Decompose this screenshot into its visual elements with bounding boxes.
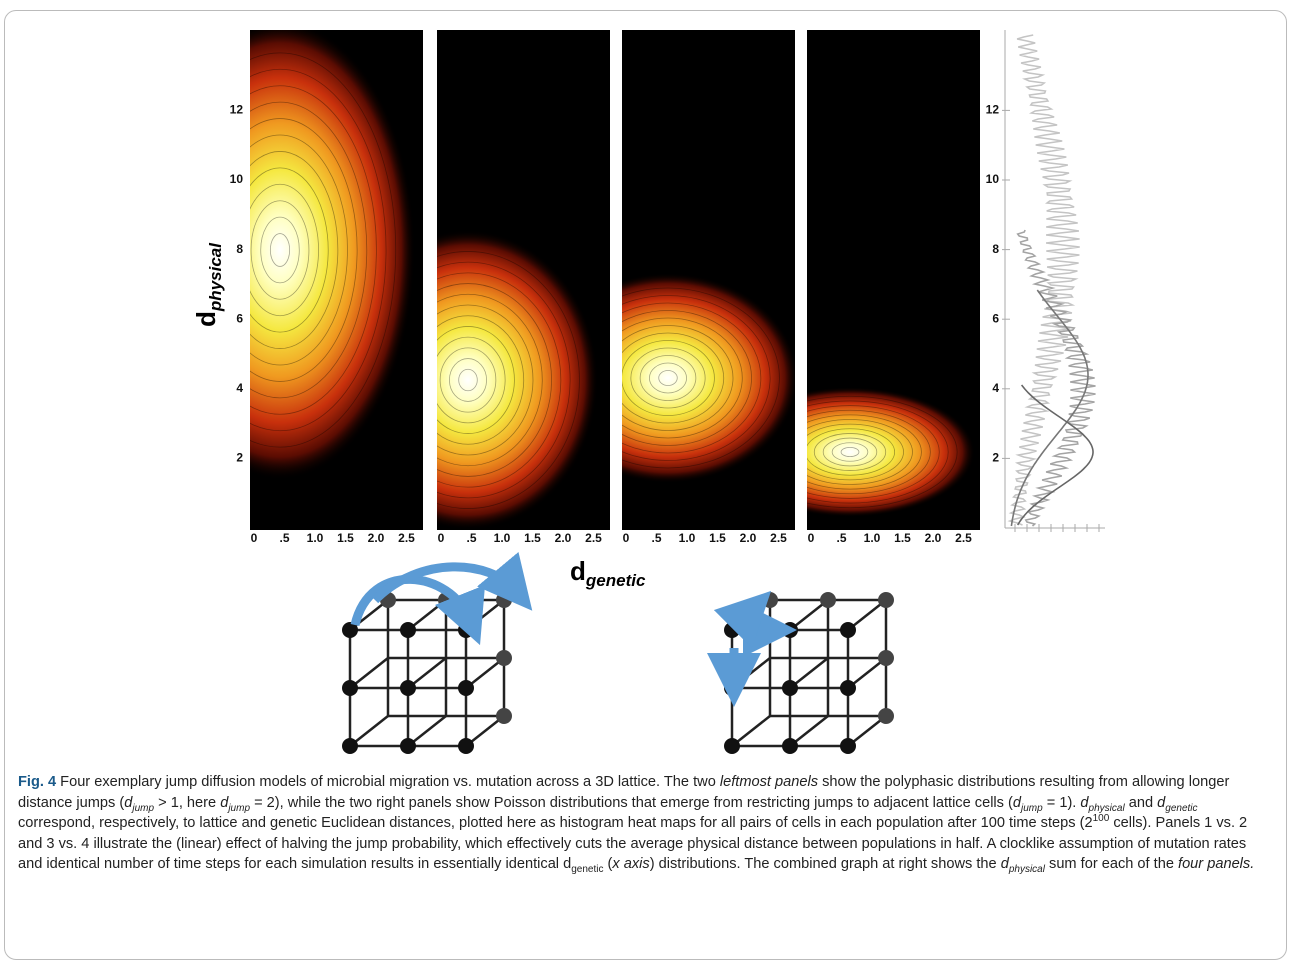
x-tick-label: 2.0: [740, 531, 757, 545]
lattice-node: [878, 592, 894, 608]
y-tick-label: 6: [236, 311, 243, 325]
caption-subscript: physical: [1089, 802, 1125, 813]
x-tick-label: 0: [251, 531, 258, 545]
caption-text: ) distributions. The combined graph at r…: [650, 856, 1001, 872]
x-axis-label: dgenetic: [570, 556, 646, 590]
lattice-node: [782, 738, 798, 754]
lattice-node: [458, 680, 474, 696]
caption-label: Fig. 4: [18, 774, 56, 790]
lattice-node: [496, 592, 512, 608]
heatmap-panel: [145, 20, 423, 530]
x-tick-label: 1.0: [307, 531, 324, 545]
caption-subscript: genetic: [571, 864, 603, 875]
lattice-node: [724, 680, 740, 696]
caption-text: correspond, respectively, to lattice and…: [18, 815, 1093, 831]
x-tick-label: 2.5: [398, 531, 415, 545]
lattice-node: [496, 708, 512, 724]
y-tick-label: 12: [230, 103, 244, 117]
y-tick-label: 10: [230, 172, 244, 186]
right-y-tick-label: 12: [986, 103, 1000, 117]
y-label-base: d: [191, 311, 221, 327]
caption-symbol: d: [1001, 856, 1009, 872]
lattice-node: [820, 592, 836, 608]
caption-text: = 1).: [1043, 795, 1081, 811]
y-label-sub: physical: [206, 242, 225, 312]
caption-text: > 1, here: [154, 795, 220, 811]
heat-blob: [145, 20, 415, 480]
caption-symbol: d: [1080, 795, 1088, 811]
x-tick-label: .5: [836, 531, 846, 545]
y-tick-label: 2: [236, 451, 243, 465]
lattice-node: [400, 680, 416, 696]
caption-text: leftmost panels: [720, 774, 818, 790]
x-tick-label: 2.5: [585, 531, 602, 545]
lattice-node: [840, 622, 856, 638]
right-y-tick-label: 8: [992, 242, 999, 256]
x-tick-label: .5: [651, 531, 661, 545]
x-label-base: d: [570, 556, 586, 586]
x-tick-label: .5: [466, 531, 476, 545]
lattice-node: [342, 738, 358, 754]
caption-symbol: d: [1013, 795, 1021, 811]
lattice-node: [782, 680, 798, 696]
x-tick-label: 0: [808, 531, 815, 545]
x-tick-label: 1.5: [524, 531, 541, 545]
caption: Fig. 4 Four exemplary jump diffusion mod…: [18, 772, 1273, 875]
lattice-node: [878, 708, 894, 724]
caption-superscript: 100: [1093, 813, 1110, 824]
caption-subscript: jump: [132, 802, 154, 813]
caption-text: four panels.: [1178, 856, 1254, 872]
lattice-node: [840, 680, 856, 696]
lattice-node: [724, 622, 740, 638]
x-tick-label: 0: [438, 531, 445, 545]
y-tick-label: 4: [236, 381, 243, 395]
lattice-node: [458, 622, 474, 638]
x-tick-label: 2.0: [555, 531, 572, 545]
x-label-sub: genetic: [585, 571, 646, 590]
x-tick-label: 1.0: [494, 531, 511, 545]
x-tick-label: 1.0: [864, 531, 881, 545]
right-y-tick-label: 6: [992, 311, 999, 325]
right-y-tick-label: 2: [992, 451, 999, 465]
x-tick-label: 2.5: [955, 531, 972, 545]
figure: dphysical dgenetic 0.51.01.52.02.50.51.0…: [0, 0, 1293, 770]
caption-subscript: jump: [228, 802, 250, 813]
caption-subscript: genetic: [1165, 802, 1197, 813]
caption-text: Four exemplary jump diffusion models of …: [56, 774, 720, 790]
x-tick-label: 2.5: [770, 531, 787, 545]
lattice-node: [782, 622, 798, 638]
lattice-node: [342, 680, 358, 696]
lattice-node: [458, 738, 474, 754]
lattice-node: [762, 592, 778, 608]
y-axis-label: dphysical: [191, 242, 225, 327]
caption-text: x axis: [612, 856, 649, 872]
right-y-tick-label: 4: [992, 381, 999, 395]
heat-layer: [145, 20, 415, 480]
step-arrow: [740, 610, 752, 622]
right-y-tick-label: 10: [986, 172, 1000, 186]
caption-subscript: jump: [1021, 802, 1043, 813]
x-tick-label: 1.0: [679, 531, 696, 545]
caption-text: = 2), while the two right panels show Po…: [250, 795, 1013, 811]
lattice-cube: [342, 592, 512, 754]
x-tick-label: 1.5: [337, 531, 354, 545]
x-tick-label: 0: [623, 531, 630, 545]
x-tick-label: 1.5: [709, 531, 726, 545]
caption-text: and: [1125, 795, 1157, 811]
x-tick-label: 1.5: [894, 531, 911, 545]
x-tick-label: 2.0: [925, 531, 942, 545]
lattice-node: [840, 738, 856, 754]
y-tick-label: 8: [236, 242, 243, 256]
caption-subscript: physical: [1009, 864, 1045, 875]
lattice-node: [724, 738, 740, 754]
x-tick-label: 2.0: [368, 531, 385, 545]
lattice-node: [496, 650, 512, 666]
lattice-node: [400, 738, 416, 754]
lattice-node: [878, 650, 894, 666]
lattice-node: [400, 622, 416, 638]
caption-text: sum for each of the: [1045, 856, 1178, 872]
x-tick-label: .5: [279, 531, 289, 545]
